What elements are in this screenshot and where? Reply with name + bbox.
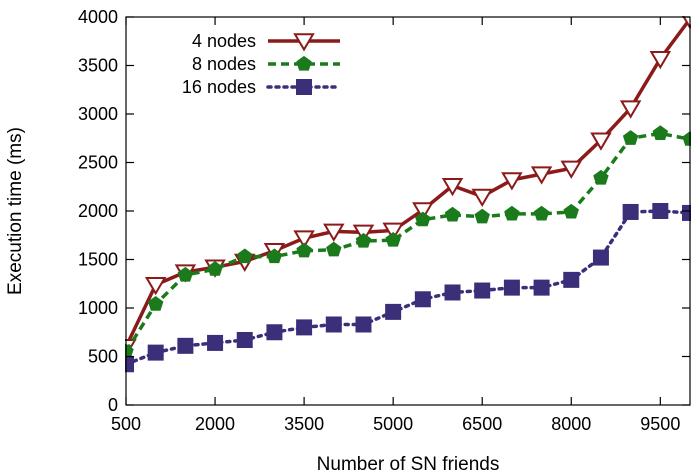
data-point [266, 324, 283, 341]
legend-marker [296, 55, 312, 71]
data-point [355, 232, 372, 248]
x-tick-label: 2000 [195, 414, 235, 434]
data-point [622, 130, 639, 145]
legend-label: 8 nodes [192, 54, 256, 74]
legend-item: 4 nodes [192, 31, 340, 52]
data-point [682, 16, 691, 30]
y-tick-label: 1500 [78, 250, 118, 270]
data-point [144, 276, 167, 296]
series-16-nodes [125, 203, 691, 373]
data-point [355, 316, 372, 333]
legend-label: 4 nodes [192, 31, 256, 51]
data-point [266, 248, 283, 264]
data-point [563, 271, 580, 288]
data-point [560, 160, 583, 179]
legend-item: 16 nodes [182, 77, 342, 97]
data-point [533, 279, 550, 296]
data-point [207, 261, 223, 276]
data-point [385, 231, 401, 247]
data-point [177, 266, 194, 282]
legend-label: 16 nodes [182, 77, 256, 97]
series-line [125, 131, 691, 353]
y-tick-label: 2000 [78, 201, 118, 221]
data-point [474, 208, 490, 224]
y-tick-label: 3500 [78, 56, 118, 76]
data-point [471, 188, 493, 207]
data-point [530, 166, 553, 185]
data-point [412, 202, 434, 221]
y-tick-label: 4000 [78, 7, 118, 27]
data-point [147, 344, 164, 361]
x-tick-label: 3500 [284, 414, 324, 434]
series-layer [125, 16, 691, 373]
legend-item: 8 nodes [192, 54, 340, 74]
x-tick-label: 8000 [551, 414, 591, 434]
data-point [177, 337, 194, 354]
data-point [563, 203, 579, 219]
legend: 4 nodes 8 nodes 16 nodes [182, 31, 342, 97]
data-point [652, 203, 669, 219]
data-point [325, 316, 342, 333]
data-point [592, 249, 609, 266]
data-point [682, 131, 691, 146]
data-point [501, 172, 523, 191]
data-point [207, 334, 224, 351]
x-axis-label: Number of SN friends [317, 454, 500, 475]
data-point [323, 223, 345, 242]
y-tick-label: 1000 [78, 298, 118, 318]
y-axis-label: Execution time (ms) [5, 127, 26, 295]
data-point [682, 204, 691, 221]
data-point [652, 125, 669, 140]
y-tick-label: 2500 [78, 153, 118, 173]
data-point [444, 206, 461, 222]
data-point [236, 332, 253, 349]
data-point [619, 100, 642, 119]
x-tick-label: 6500 [462, 414, 502, 434]
data-point [533, 205, 550, 221]
data-point [385, 303, 402, 320]
data-point [147, 296, 164, 311]
x-tick-label: 9500 [640, 414, 680, 434]
data-point [504, 205, 520, 221]
data-point [415, 211, 431, 227]
data-point [414, 291, 431, 308]
data-point [590, 132, 612, 151]
y-tick-label: 3000 [78, 104, 118, 124]
data-point [444, 284, 461, 301]
data-point [474, 282, 491, 299]
data-point [237, 248, 253, 264]
data-point [296, 242, 312, 258]
y-tick-label: 0 [108, 395, 118, 415]
data-point [622, 203, 639, 220]
data-point [326, 241, 342, 257]
data-point [649, 50, 672, 70]
data-point [382, 222, 404, 241]
legend-marker [293, 33, 315, 52]
y-tick-label: 500 [88, 347, 118, 367]
data-point [503, 279, 520, 296]
x-tick-label: 500 [111, 414, 141, 434]
data-point [593, 169, 609, 185]
x-tick-label: 5000 [373, 414, 413, 434]
data-point [296, 319, 313, 336]
legend-marker [296, 79, 312, 95]
data-point [293, 230, 315, 249]
data-point [441, 178, 464, 197]
series-8-nodes [125, 125, 691, 359]
